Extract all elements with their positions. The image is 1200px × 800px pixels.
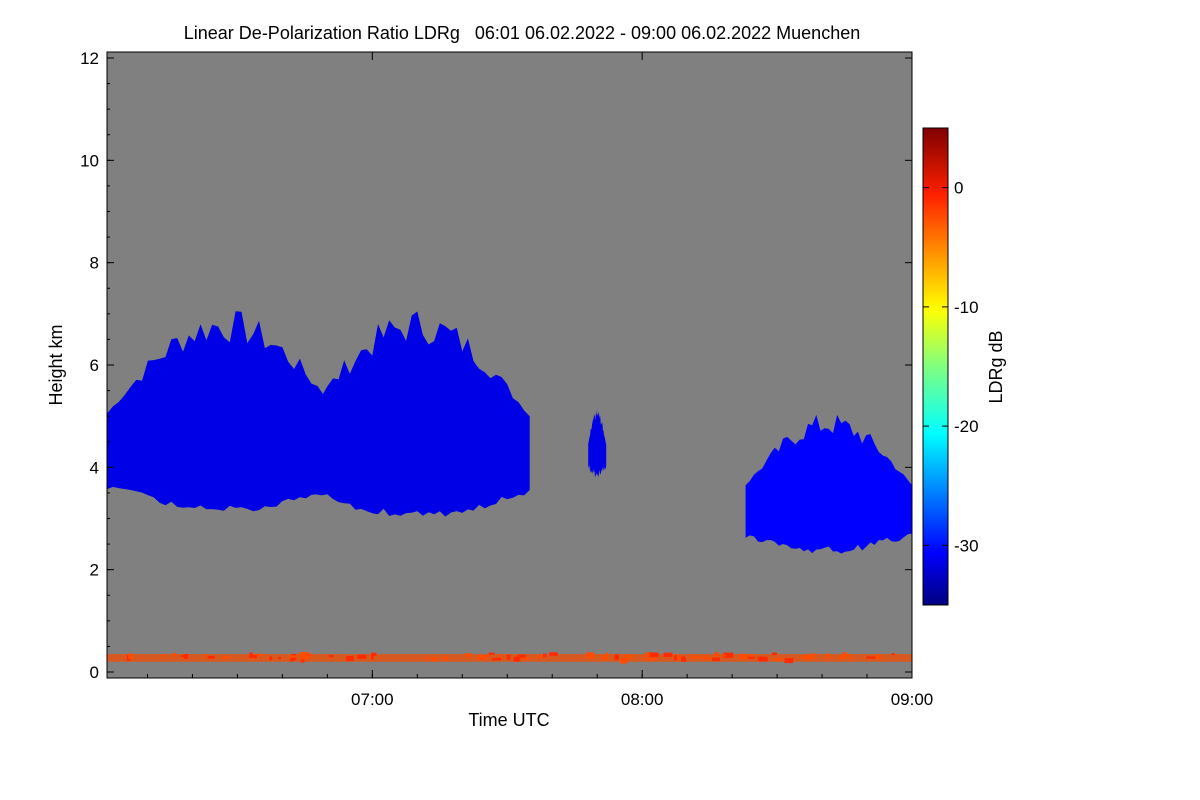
cloud-feature — [588, 409, 607, 477]
colorbar: 0 -10 -20 -30 LDRg dB — [922, 127, 1006, 606]
colorbar-gradient — [922, 127, 949, 606]
colorbar-tick-label: -10 — [954, 298, 979, 317]
cloud-feature — [745, 414, 912, 554]
cloud-feature — [107, 311, 341, 512]
y-tick-label: 10 — [80, 151, 99, 170]
y-tick-label: 8 — [90, 254, 99, 273]
y-tick-label: 2 — [90, 561, 99, 580]
colorbar-tick-label: -20 — [954, 417, 979, 436]
y-axis: 0 2 4 6 8 10 12 — [80, 49, 912, 682]
plot-area — [106, 51, 913, 679]
x-tick-label: 08:00 — [621, 690, 664, 709]
y-tick-label: 0 — [90, 663, 99, 682]
cloud-feature — [304, 311, 530, 517]
aerosol-layer — [107, 652, 912, 664]
colorbar-tick-label: 0 — [954, 179, 963, 198]
x-axis: 07:00 08:00 09:00 — [146, 52, 934, 709]
chart-title: Linear De-Polarization Ratio LDRg 06:01 … — [184, 23, 860, 43]
x-tick-label: 07:00 — [351, 690, 394, 709]
colorbar-tick-label: -30 — [954, 536, 979, 555]
x-axis-label: Time UTC — [468, 710, 549, 730]
x-tick-label: 09:00 — [891, 690, 934, 709]
y-tick-label: 4 — [90, 458, 99, 477]
y-axis-label: Height km — [46, 324, 66, 405]
colorbar-label: LDRg dB — [986, 330, 1006, 403]
y-tick-label: 12 — [80, 49, 99, 68]
y-tick-label: 6 — [90, 356, 99, 375]
